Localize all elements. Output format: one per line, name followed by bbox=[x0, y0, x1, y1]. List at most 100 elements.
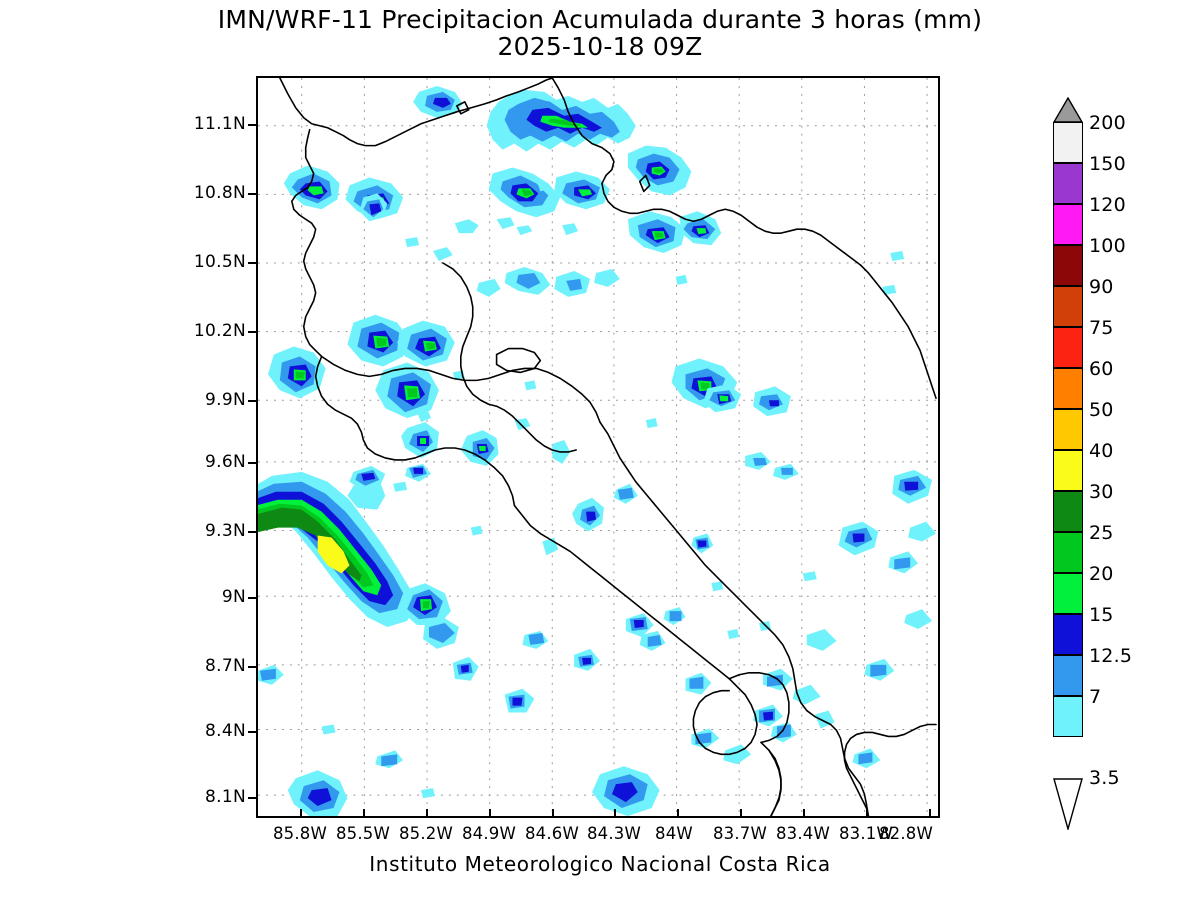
colorbar-over-arrow-icon bbox=[1053, 97, 1083, 123]
precip-blob-97n bbox=[572, 497, 604, 532]
colorbar-tick-label: 25 bbox=[1089, 522, 1114, 544]
x-tick-label: 83.4W bbox=[775, 824, 831, 843]
precip-blob-west-108-c bbox=[359, 193, 388, 222]
colorbar-tick-label: 3.5 bbox=[1089, 767, 1120, 789]
y-tick-mark bbox=[248, 262, 257, 264]
colorbar-cell-20 bbox=[1053, 573, 1083, 614]
precip-blob-caribe-1005-c bbox=[753, 386, 791, 417]
y-tick-mark bbox=[248, 597, 257, 599]
x-tick-label: 85.5W bbox=[335, 824, 391, 843]
precip-specks-band-1035 bbox=[476, 266, 620, 297]
precip-specks-mid-north bbox=[405, 217, 579, 262]
footer-credit: Instituto Meteorologico Nacional Costa R… bbox=[369, 852, 831, 876]
precipitation-contours bbox=[258, 85, 937, 816]
coastline-and-borders bbox=[279, 78, 937, 816]
colorbar-cell-60 bbox=[1053, 368, 1083, 409]
y-tick-label: 10.2N bbox=[193, 321, 246, 341]
colorbar-cell-25 bbox=[1053, 532, 1083, 573]
colorbar-cell-90 bbox=[1053, 286, 1083, 327]
precip-specks-south bbox=[258, 521, 937, 769]
y-tick-label: 9N bbox=[221, 587, 246, 607]
precip-blob-sw-detached bbox=[423, 617, 459, 649]
y-tick-label: 9.9N bbox=[205, 390, 246, 410]
precip-blob-sw-main-band bbox=[258, 471, 416, 628]
y-tick-mark bbox=[248, 531, 257, 533]
precip-blob-caribe-1005-b bbox=[703, 384, 742, 413]
map-plot-area bbox=[256, 76, 940, 818]
precip-blob-sw-band-tail bbox=[403, 583, 451, 626]
x-tick-mark bbox=[489, 809, 491, 818]
y-tick-mark bbox=[248, 731, 257, 733]
title-line-datetime: 2025-10-18 09Z bbox=[497, 32, 703, 61]
colorbar-cell-75 bbox=[1053, 327, 1083, 368]
colorbar-tick-label: 100 bbox=[1089, 235, 1126, 257]
x-tick-label: 84.6W bbox=[524, 824, 580, 843]
precip-blob-99n bbox=[460, 430, 499, 466]
x-tick-label: 85.2W bbox=[398, 824, 454, 843]
x-tick-label: 84.9W bbox=[461, 824, 517, 843]
x-tick-label: 83.1W bbox=[838, 824, 894, 843]
colorbar-tick-label: 7 bbox=[1089, 686, 1102, 708]
colorbar-cell-7 bbox=[1053, 696, 1083, 737]
x-tick-mark bbox=[614, 809, 616, 818]
x-tick-mark bbox=[300, 809, 302, 818]
colorbar-cell-40 bbox=[1053, 450, 1083, 491]
y-tick-label: 8.1N bbox=[205, 787, 246, 807]
y-tick-mark bbox=[248, 666, 257, 668]
colorbar-tick-label: 20 bbox=[1089, 563, 1114, 585]
colorbar-cell-150 bbox=[1053, 163, 1083, 204]
precip-specks-above-band-dblue bbox=[361, 467, 424, 481]
colorbar-cell-120 bbox=[1053, 204, 1083, 245]
colorbar-under-arrow-icon bbox=[1053, 778, 1083, 830]
precip-specks-band-1035-blue bbox=[516, 272, 583, 291]
precip-blob-west-102 bbox=[267, 346, 326, 399]
colorbar-tick-label: 12.5 bbox=[1089, 645, 1133, 667]
colorbar-tick-label: 15 bbox=[1089, 604, 1114, 626]
y-tick-mark bbox=[248, 193, 257, 195]
x-tick-mark bbox=[677, 809, 679, 818]
colorbar-cell-200 bbox=[1053, 122, 1083, 163]
precip-micro-specks bbox=[321, 183, 905, 799]
title-line-primary: IMN/WRF-11 Precipitacion Acumulada duran… bbox=[217, 5, 983, 34]
colorbar-tick-label: 120 bbox=[1089, 194, 1126, 216]
colorbar-tick-label: 50 bbox=[1089, 399, 1114, 421]
x-tick-label: 84W bbox=[655, 824, 693, 843]
precip-blob-ne-105-b bbox=[679, 211, 722, 246]
precip-blob-band-1085-b bbox=[554, 171, 610, 210]
colorbar-tick-label: 200 bbox=[1089, 112, 1126, 134]
precip-blob-nicoya-105 bbox=[347, 314, 410, 367]
y-tick-mark bbox=[248, 124, 257, 126]
colorbar-tick-label: 90 bbox=[1089, 276, 1114, 298]
y-tick-mark bbox=[248, 400, 257, 402]
colorbar-cell-15 bbox=[1053, 614, 1083, 655]
map-canvas bbox=[258, 78, 938, 816]
precip-blob-south-cells bbox=[287, 770, 348, 816]
y-tick-mark bbox=[248, 462, 257, 464]
x-tick-mark bbox=[363, 809, 365, 818]
precip-blob-west-108 bbox=[283, 165, 340, 210]
colorbar-tick-label: 150 bbox=[1089, 153, 1126, 175]
map-svg bbox=[258, 78, 938, 816]
x-tick-label: 83.7W bbox=[712, 824, 768, 843]
x-tick-mark bbox=[803, 809, 805, 818]
precip-blob-valle-965 bbox=[401, 422, 439, 458]
y-tick-mark bbox=[248, 797, 257, 799]
precip-blob-central-102 bbox=[375, 362, 439, 419]
precip-blob-nicoya-105-b bbox=[397, 320, 455, 367]
x-tick-mark bbox=[552, 809, 554, 818]
y-axis-labels: 11.1N 10.8N 10.5N 10.2N 9.9N 9.6N 9.3N 9… bbox=[150, 0, 246, 900]
y-tick-mark bbox=[248, 331, 257, 333]
y-tick-label: 9.6N bbox=[205, 452, 246, 472]
colorbar-tick-label: 40 bbox=[1089, 440, 1114, 462]
precip-specks-far-east-dblue bbox=[763, 711, 773, 721]
y-tick-label: 8.4N bbox=[205, 721, 246, 741]
x-tick-mark bbox=[426, 809, 428, 818]
colorbar-cells bbox=[1053, 122, 1083, 778]
colorbar-tick-label: 75 bbox=[1089, 317, 1114, 339]
y-tick-label: 10.5N bbox=[193, 252, 246, 272]
precip-blob-ne-arm bbox=[627, 145, 692, 196]
y-tick-label: 10.8N bbox=[193, 183, 246, 203]
colorbar-legend: 200 150 120 100 90 75 60 50 40 30 25 20 … bbox=[1053, 97, 1132, 830]
x-tick-label: 84.3W bbox=[586, 824, 642, 843]
